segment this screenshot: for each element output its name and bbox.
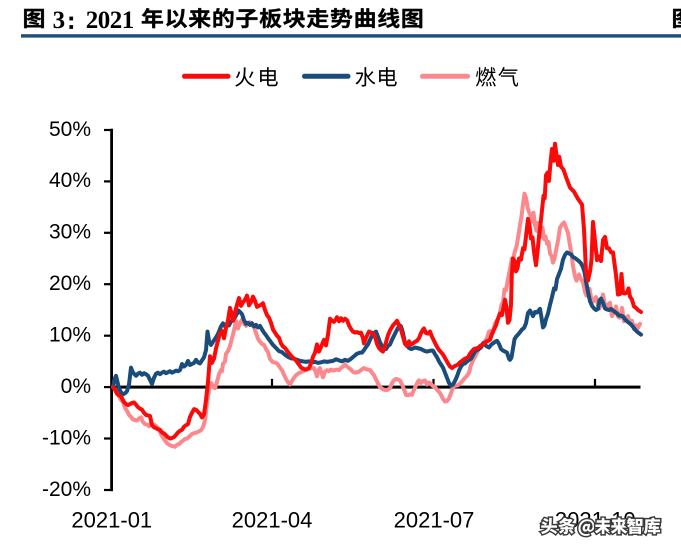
svg-text:-10%: -10%	[42, 426, 91, 449]
svg-text:2021-07: 2021-07	[394, 507, 475, 532]
svg-text:30%: 30%	[49, 221, 91, 244]
svg-text:2021-01: 2021-01	[71, 507, 152, 532]
svg-text:10%: 10%	[49, 324, 91, 347]
svg-text:2021: 2021	[86, 7, 134, 34]
svg-text:20%: 20%	[49, 272, 91, 295]
svg-text:50%: 50%	[49, 118, 91, 141]
svg-text:-20%: -20%	[42, 478, 91, 501]
svg-text:0%: 0%	[61, 375, 91, 398]
svg-text:40%: 40%	[49, 169, 91, 192]
svg-text:2021-04: 2021-04	[232, 507, 313, 532]
svg-text:3: 3	[53, 7, 66, 34]
